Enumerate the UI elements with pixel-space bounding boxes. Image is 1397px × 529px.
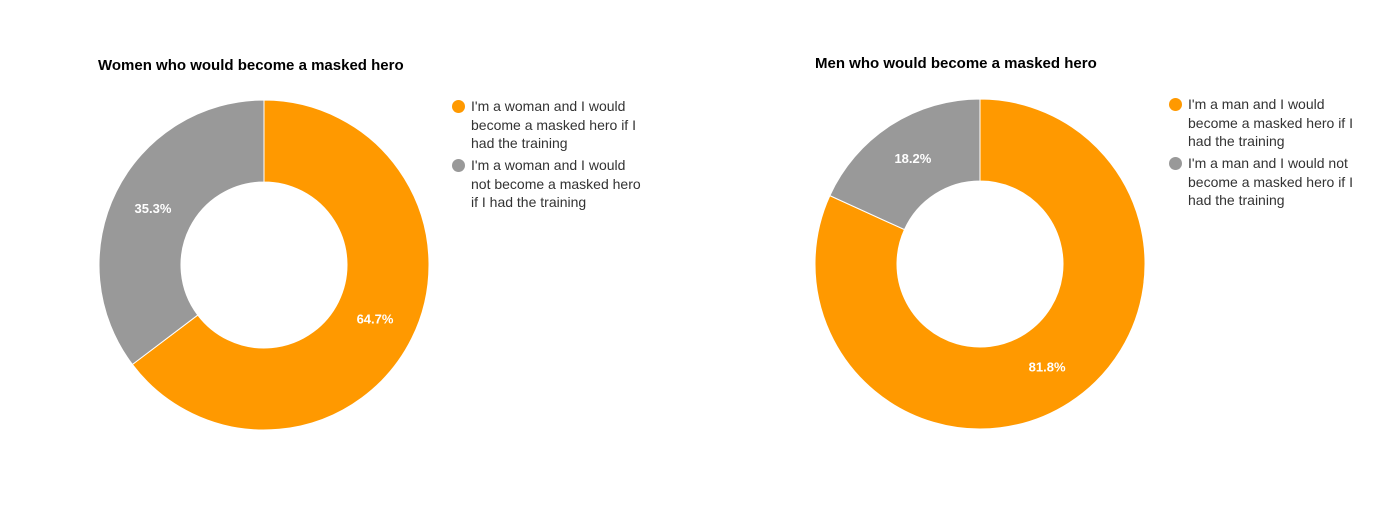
legend-marker [452, 159, 465, 172]
donut-slice [98, 99, 265, 366]
value-label: 81.8% [1029, 360, 1066, 375]
value-label: 18.2% [894, 151, 931, 166]
legend-marker [452, 100, 465, 113]
chart-title: Women who would become a masked hero [98, 57, 404, 74]
value-label: 35.3% [135, 201, 172, 216]
legend-entry: I'm a woman and I would become a masked … [471, 98, 636, 151]
donut-slice [131, 99, 430, 431]
legend-marker [1169, 98, 1182, 111]
value-label: 64.7% [357, 312, 394, 327]
donut-slice [829, 98, 981, 231]
legend-entry: I'm a woman and I would not become a mas… [471, 157, 641, 210]
legend-marker [1169, 157, 1182, 170]
legend-entry: I'm a man and I would become a masked he… [1188, 96, 1353, 149]
donut-slice [814, 98, 1146, 430]
legend-entry: I'm a man and I would not become a maske… [1188, 155, 1353, 208]
chart-title: Men who would become a masked hero [815, 55, 1097, 72]
